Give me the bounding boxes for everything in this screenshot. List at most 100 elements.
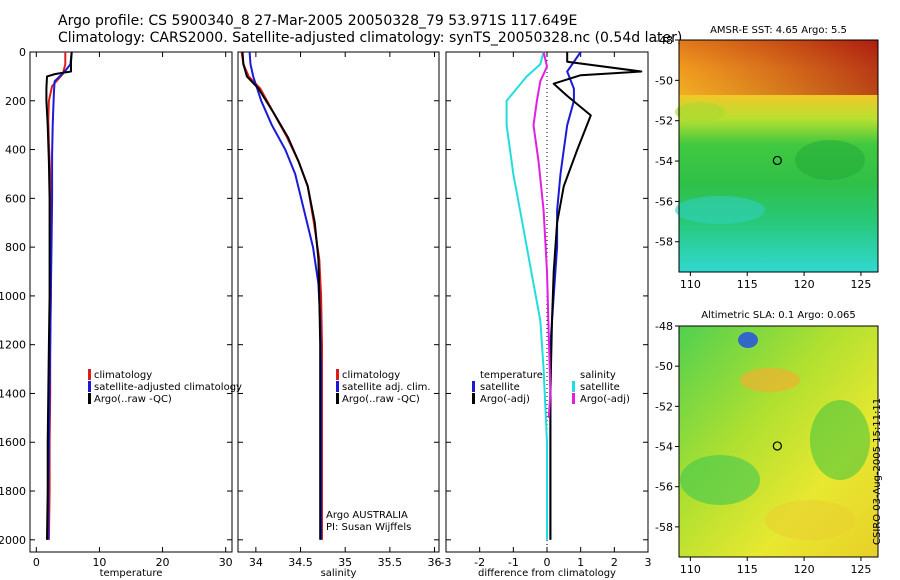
legend-entry: satellite adj. clim. (342, 382, 431, 393)
x-tick-label: 120 (794, 563, 815, 576)
legend-swatch (88, 381, 91, 392)
series-line-black (45, 51, 73, 540)
y-tick-label: -58 (655, 236, 673, 249)
x-tick-label: 110 (680, 278, 701, 291)
plot-frame (237, 51, 440, 553)
y-tick-label: 1400 (0, 387, 26, 400)
legend-entry: Argo(..raw -QC) (342, 394, 420, 405)
annotation-text: Argo AUSTRALIA (326, 510, 408, 521)
map-patch (738, 332, 758, 348)
map-patch (680, 455, 760, 505)
x-tick-label: 10 (92, 556, 106, 569)
x-tick-label: 34.5 (288, 556, 313, 569)
y-tick-label: 200 (5, 95, 26, 108)
x-tick-label: 125 (850, 278, 871, 291)
y-tick-label: 1200 (0, 339, 26, 352)
x-axis-label: difference from climatology (478, 568, 616, 579)
map-patch (765, 500, 855, 540)
y-tick-label: 800 (5, 241, 26, 254)
y-tick-label: 1600 (0, 436, 26, 449)
legend-swatch (336, 393, 339, 404)
annotation-text: PI: Susan Wijffels (326, 522, 411, 533)
y-tick-label: 1800 (0, 485, 26, 498)
x-tick-label: 0 (33, 556, 40, 569)
y-tick-label: 0 (19, 46, 26, 59)
x-tick-label: 120 (794, 278, 815, 291)
x-tick-label: -3 (441, 556, 452, 569)
legend-swatch (88, 393, 91, 404)
timestamp-stamp: CSIRO 03-Aug-2005 15:11:11 (872, 397, 883, 545)
x-tick-label: 0 (544, 556, 551, 569)
legend-swatch (88, 369, 91, 380)
legend-entry: satellite (480, 382, 520, 393)
map-patch (675, 102, 725, 122)
map-panel-sst_map: AMSR-E SST: 4.65 Argo: 5.5 110 115 120 125 -4… (655, 25, 879, 291)
profile-panel-difference: -3 -2 -1 0 1 2 3 difference from climatology tem… (441, 51, 652, 579)
y-tick-label: -48 (655, 320, 673, 333)
y-tick-label: -58 (655, 521, 673, 534)
map-patch (810, 400, 870, 480)
y-tick-label: -48 (655, 34, 673, 47)
legend-entry: Argo(-adj) (480, 394, 530, 405)
figure-title-line1: Argo profile: CS 5900340_8 27-Mar-2005 2… (58, 13, 578, 29)
x-tick-label: -2 (474, 556, 485, 569)
legend-entry: salinity (580, 370, 616, 381)
figure-title-line2: Climatology: CARS2000. Satellite-adjuste… (58, 30, 683, 46)
x-tick-label: 115 (737, 563, 758, 576)
map-frame (678, 325, 879, 558)
legend-swatch (472, 393, 475, 404)
series-line-blue (549, 51, 582, 540)
plot-frame (29, 51, 233, 553)
legend-entry: temperature (480, 370, 543, 381)
map-patch (740, 368, 800, 392)
argo-location-marker (772, 441, 782, 451)
argo-location-marker (772, 155, 782, 166)
legend-entry: Argo(-adj) (580, 394, 630, 405)
x-tick-label: 36 (428, 556, 442, 569)
legend-entry: satellite (580, 382, 620, 393)
map-warm-band (679, 40, 878, 95)
legend-swatch (572, 393, 575, 404)
legend-swatch (472, 381, 475, 392)
legend-entry: satellite-adjusted climatology (94, 382, 242, 393)
y-tick-label: 2000 (0, 534, 26, 547)
map-title: Altimetric SLA: 0.1 Argo: 0.065 (701, 310, 856, 321)
series-line-black (549, 52, 643, 540)
y-tick-label: -50 (655, 360, 673, 373)
y-tick-label: -50 (655, 74, 673, 87)
x-tick-label: 110 (680, 563, 701, 576)
y-tick-label: 400 (5, 144, 26, 157)
series-line-blue (248, 51, 323, 540)
x-tick-label: 35.5 (378, 556, 403, 569)
profile-panel-salinity: 34 34.5 35 35.5 36 salinity climatologysatelli… (237, 51, 442, 579)
legend-swatch (336, 369, 339, 380)
y-tick-label: -56 (655, 481, 673, 494)
y-tick-label: -54 (655, 441, 673, 454)
legend-entry: climatology (94, 370, 152, 381)
x-tick-label: 35 (338, 556, 352, 569)
map-panel-sla_map: Altimetric SLA: 0.1 Argo: 0.065 110 115 120… (655, 310, 879, 576)
series-line-magenta (532, 51, 552, 418)
legend-swatch (336, 381, 339, 392)
x-tick-label: 30 (219, 556, 233, 569)
x-tick-label: 125 (850, 563, 871, 576)
y-tick-label: -56 (655, 195, 673, 208)
x-tick-label: -1 (508, 556, 519, 569)
x-tick-label: 1 (577, 556, 584, 569)
x-axis-label: salinity (321, 568, 357, 579)
map-title: AMSR-E SST: 4.65 Argo: 5.5 (710, 25, 847, 36)
series-line-cyan (505, 51, 548, 540)
y-tick-label: 1000 (0, 290, 26, 303)
y-tick-label: 600 (5, 192, 26, 205)
y-tick-label: -54 (655, 155, 673, 168)
legend-entry: Argo(..raw -QC) (94, 394, 172, 405)
map-patch (675, 196, 765, 224)
legend-swatch (572, 381, 575, 392)
series-line-blue (47, 51, 73, 540)
y-tick-label: -52 (655, 115, 673, 128)
y-tick-label: -52 (655, 400, 673, 413)
x-axis-label: temperature (100, 568, 163, 579)
x-tick-label: 2 (611, 556, 618, 569)
map-patch (795, 140, 865, 180)
